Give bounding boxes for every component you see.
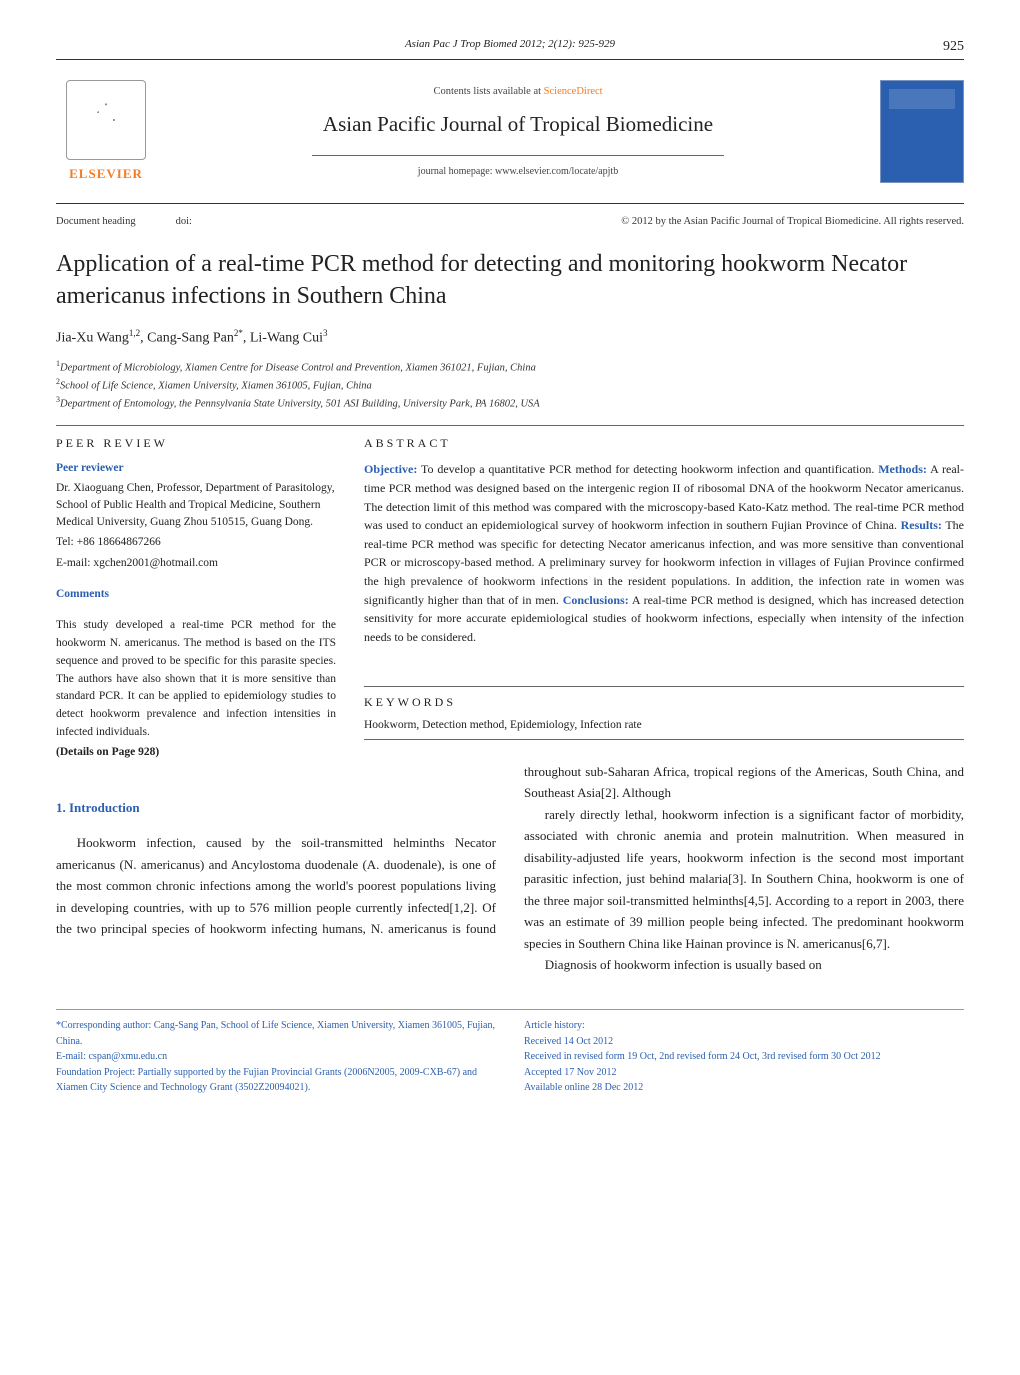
keywords-text: Hookworm, Detection method, Epidemiology…: [364, 717, 964, 734]
contents-available: Contents lists available at ScienceDirec…: [174, 84, 862, 100]
divider: [56, 203, 964, 204]
document-meta-row: Document heading doi: © 2012 by the Asia…: [56, 214, 964, 230]
keywords-head: KEYWORDS: [364, 693, 964, 711]
publisher-logo: ELSEVIER: [56, 80, 156, 184]
details-page-ref: (Details on Page 928): [56, 744, 336, 761]
contents-prefix: Contents lists available at: [433, 86, 543, 97]
elsevier-tree-icon: [66, 80, 146, 160]
peer-reviewer-block: Dr. Xiaoguang Chen, Professor, Departmen…: [56, 480, 336, 572]
divider: [364, 739, 964, 740]
footnote-right: Article history:Received 14 Oct 2012Rece…: [524, 1018, 964, 1096]
peer-review-head: PEER REVIEW: [56, 434, 336, 452]
intro-para-3: Diagnosis of hookworm infection is usual…: [524, 954, 964, 975]
article-title: Application of a real-time PCR method fo…: [56, 248, 964, 313]
authors: Jia-Xu Wang1,2, Cang-Sang Pan2*, Li-Wang…: [56, 327, 964, 349]
doi-label: doi:: [176, 214, 192, 230]
divider: [312, 155, 725, 156]
divider: [56, 425, 964, 426]
peer-reviewer-head: Peer reviewer: [56, 460, 336, 477]
copyright-line: © 2012 by the Asian Pacific Journal of T…: [621, 214, 964, 230]
affiliations: 1Department of Microbiology, Xiamen Cent…: [56, 358, 964, 411]
page-number: 925: [943, 36, 964, 57]
footnotes: *Corresponding author: Cang-Sang Pan, Sc…: [56, 1009, 964, 1096]
journal-cover-thumb: [880, 80, 964, 184]
masthead: ELSEVIER Contents lists available at Sci…: [56, 66, 964, 198]
divider: [56, 59, 964, 60]
publisher-name: ELSEVIER: [69, 164, 143, 184]
introduction-head: 1. Introduction: [56, 797, 496, 818]
comments-text: This study developed a real-time PCR met…: [56, 617, 336, 742]
abstract-text: Objective: To develop a quantitative PCR…: [364, 460, 964, 646]
journal-title: Asian Pacific Journal of Tropical Biomed…: [174, 109, 862, 141]
citation-line: Asian Pac J Trop Biomed 2012; 2(12): 925…: [56, 36, 964, 53]
comments-head: Comments: [56, 586, 336, 603]
intro-para-2: rarely directly lethal, hookworm infecti…: [524, 804, 964, 954]
doc-heading-label: Document heading: [56, 214, 136, 230]
footnote-left: *Corresponding author: Cang-Sang Pan, Sc…: [56, 1018, 496, 1096]
body-text: 1. Introduction Hookworm infection, caus…: [56, 761, 964, 975]
sciencedirect-link[interactable]: ScienceDirect: [544, 86, 603, 97]
abstract-head: ABSTRACT: [364, 434, 964, 452]
journal-homepage: journal homepage: www.elsevier.com/locat…: [174, 164, 862, 179]
divider: [364, 686, 964, 687]
